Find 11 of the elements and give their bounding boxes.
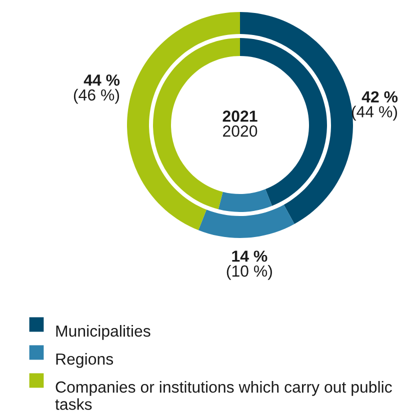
slice-label: 2021 bbox=[222, 110, 258, 122]
data-label: (10 %) bbox=[226, 265, 272, 280]
data-label: (46 %) bbox=[74, 88, 120, 104]
data-label: 42 % bbox=[362, 91, 398, 103]
data-label: 44 % bbox=[84, 74, 120, 86]
data-label: 14 % bbox=[232, 250, 268, 262]
legend-label: Regions bbox=[56, 353, 114, 368]
legend-label: Municipalities bbox=[56, 325, 150, 340]
data-label: (44 %) bbox=[352, 106, 398, 121]
slice-label: 2020 bbox=[223, 125, 258, 137]
legend-label: Companies or institutions which carry out public tasks bbox=[55, 381, 392, 410]
